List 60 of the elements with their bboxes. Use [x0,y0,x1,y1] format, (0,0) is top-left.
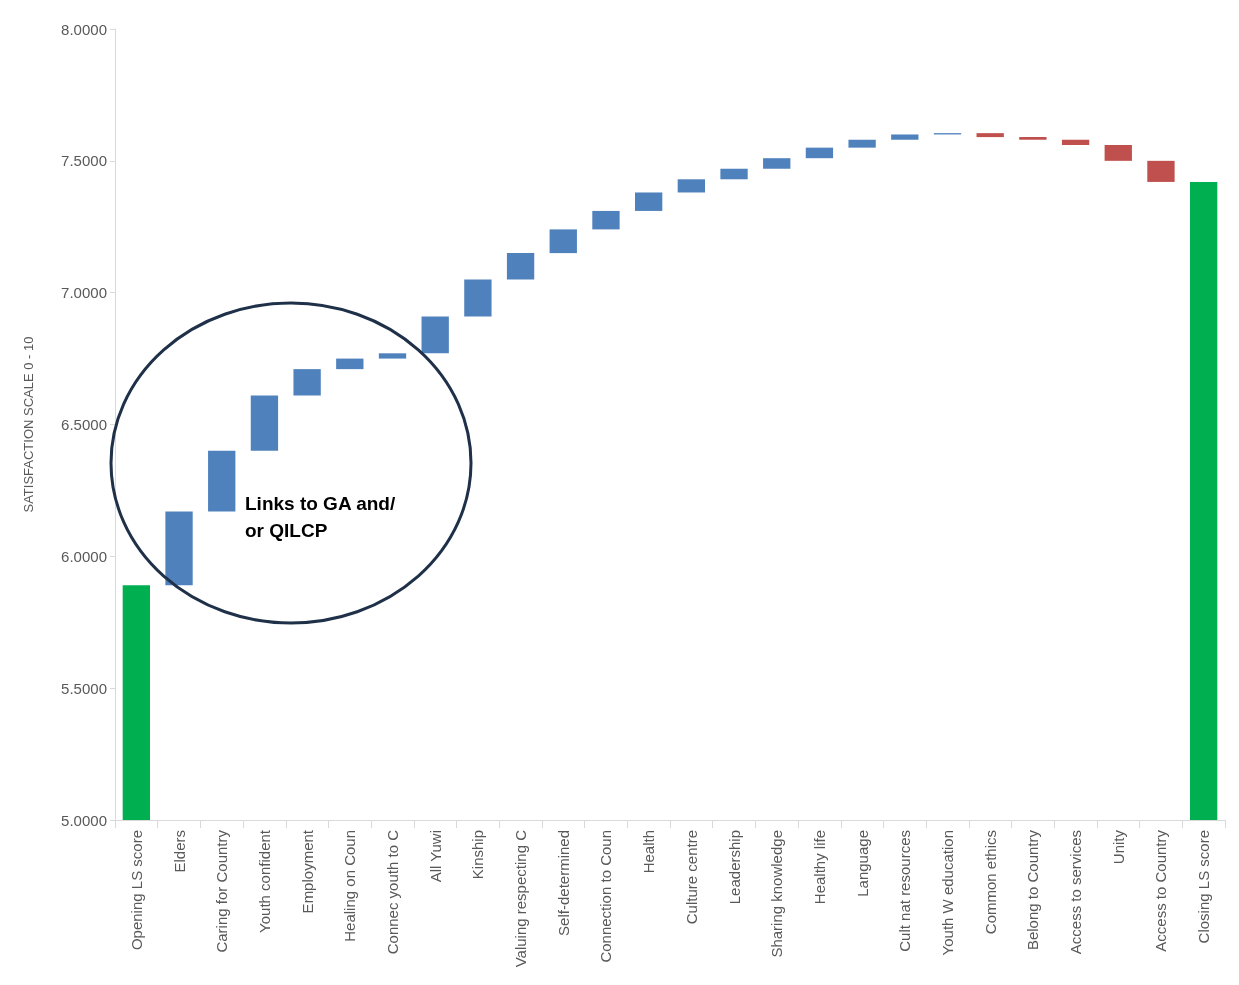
x-tick-label: Access to Country [1152,829,1170,952]
bar [763,158,791,169]
bar [464,279,492,317]
x-tick-label: Healing on Coun [341,830,359,942]
bar [293,369,321,396]
bar [720,168,748,180]
bar [848,139,876,148]
bar [592,210,620,230]
x-tick-label: Sharing knowledge [768,830,786,958]
bar [250,395,279,451]
x-tick-label: Self-determined [554,830,572,936]
y-tick-label: 5.0000 [61,811,107,829]
y-tick-label: 6.0000 [61,547,107,565]
bar [506,253,535,280]
y-tick-label: 5.5000 [61,679,107,697]
x-tick-label: Belong to Country [1024,829,1042,951]
x-tick-label: Employment [298,829,316,914]
y-tick-label: 7.0000 [61,284,107,302]
x-tick-label: Health [640,830,658,874]
x-tick-label: Elders [170,830,188,873]
bar [634,192,663,211]
x-tick-label: Leadership [725,830,743,905]
bar [1147,160,1175,182]
bar [122,585,151,820]
bar [336,358,364,370]
bar [1019,137,1047,140]
x-tick-label: Common ethics [981,830,999,935]
x-tick-label: Access to services [1067,830,1085,955]
x-tick-label: Closing LS score [1195,830,1213,944]
y-tick-label: 8.0000 [61,20,107,38]
x-tick-label: Unity [1109,829,1127,865]
x-tick-label: Caring for Country [213,829,231,953]
bar [891,134,919,140]
x-tick-label: All Yuwi [426,830,444,883]
bar [378,353,407,359]
bar [1061,139,1090,146]
bar [1104,145,1132,161]
x-tick-label: Healthy life [810,830,828,905]
bar [976,133,1004,138]
annotation: Links to GA and/or QILCP [245,493,396,541]
x-tick-label: Opening LS score [127,830,145,951]
y-axis-title: SATISFACTION SCALE 0 - 10 [21,336,36,513]
x-tick-label: Kinship [469,830,487,880]
bar [208,450,236,512]
bar [805,147,834,159]
bar [1189,181,1218,820]
x-tick-label: Connection to Coun [597,830,615,963]
x-tick-label: Valuing respecting C [512,829,530,968]
x-tick-label: Youth W education [939,830,956,956]
x-tick-label: Cult nat resources [896,830,914,952]
x-tick-label: Connec youth to C [384,829,401,955]
x-tick-label: Culture centre [682,830,700,925]
y-tick-label: 6.5000 [61,416,107,433]
y-tick-label: 7.5000 [61,152,107,170]
bar [549,229,577,254]
x-tick-label: Language [853,830,871,897]
x-tick-label: Youth confident [255,829,273,933]
bar [165,511,193,586]
bar [421,316,449,354]
bar [677,179,706,193]
